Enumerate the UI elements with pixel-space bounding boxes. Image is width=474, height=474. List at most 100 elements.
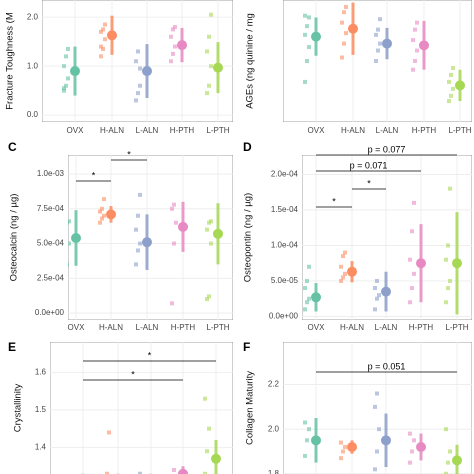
x-tick-label: H-PTH <box>409 323 434 332</box>
y-tick-label: 1.6 <box>35 368 47 377</box>
raw-point <box>303 453 307 458</box>
raw-point <box>408 460 412 465</box>
y-axis-title: Osteocalcin (ng / µg) <box>9 194 20 282</box>
raw-point <box>209 64 213 69</box>
raw-point <box>102 213 106 218</box>
raw-point <box>408 300 412 305</box>
raw-point <box>138 83 142 88</box>
mean-point <box>311 435 321 446</box>
panel <box>42 0 233 122</box>
comparison-label: * <box>131 369 135 379</box>
raw-point <box>100 216 104 221</box>
raw-point <box>374 59 378 63</box>
raw-point <box>341 275 345 280</box>
raw-point <box>305 59 309 63</box>
raw-point <box>339 456 343 461</box>
raw-point <box>98 209 102 214</box>
raw-point <box>408 257 412 262</box>
raw-point <box>376 48 380 53</box>
comparison-label: p = 0.077 <box>368 144 406 154</box>
raw-point <box>209 12 213 17</box>
raw-point <box>305 24 309 29</box>
raw-point <box>413 27 417 32</box>
raw-point <box>412 200 416 205</box>
y-tick-label: 0.0e+00 <box>35 308 65 317</box>
comparison-label: p = 0.071 <box>350 160 388 170</box>
raw-point <box>448 278 452 283</box>
raw-point <box>138 241 142 246</box>
comparison-label: p = 0.051 <box>368 361 406 371</box>
y-tick-label: 2.0e-04 <box>271 170 299 179</box>
raw-point <box>307 296 311 301</box>
mean-point <box>142 237 152 248</box>
mean-point <box>177 40 187 51</box>
raw-point <box>307 45 311 50</box>
raw-point <box>449 72 453 77</box>
y-tick-label: 1.4 <box>35 443 47 452</box>
raw-point <box>169 59 173 64</box>
raw-point <box>377 293 381 298</box>
mean-point <box>452 455 462 466</box>
mean-point <box>348 23 358 34</box>
raw-point <box>170 206 174 211</box>
raw-point <box>343 250 347 255</box>
raw-point <box>408 431 412 436</box>
y-tick-label: 0.0e+00 <box>269 312 299 321</box>
raw-point <box>134 262 138 267</box>
plot-background <box>68 155 233 320</box>
raw-point <box>410 449 414 454</box>
comparison-label: * <box>332 196 336 206</box>
mean-point <box>416 442 426 453</box>
y-tick-label: 1.5 <box>35 405 47 414</box>
y-tick-label: 5.0e-05 <box>271 276 299 285</box>
raw-point <box>305 278 309 283</box>
panel-label: F <box>243 340 250 354</box>
raw-point <box>66 76 70 81</box>
raw-point <box>62 86 66 91</box>
plot-background <box>50 342 233 474</box>
raw-point <box>339 278 343 283</box>
raw-point <box>412 271 416 276</box>
raw-point <box>207 294 211 299</box>
raw-point <box>447 79 451 84</box>
raw-point <box>342 41 346 46</box>
mean-point <box>381 435 391 446</box>
raw-point <box>375 449 379 454</box>
y-tick-label: 0.0 <box>27 110 39 119</box>
x-tick-label: L-PTH <box>448 126 471 135</box>
raw-point <box>63 230 67 234</box>
raw-point <box>64 83 68 88</box>
raw-point <box>99 29 103 34</box>
mean-point <box>142 66 152 77</box>
raw-point <box>446 243 450 248</box>
panel-label: D <box>243 140 252 154</box>
raw-point <box>172 467 176 472</box>
panel <box>283 0 472 122</box>
raw-point <box>138 192 142 197</box>
raw-point <box>101 46 105 51</box>
y-axis-title: Crystallinity <box>13 383 24 432</box>
raw-point <box>303 79 307 84</box>
raw-point <box>171 51 175 56</box>
raw-point <box>138 66 142 71</box>
raw-point <box>136 213 140 218</box>
raw-point <box>101 27 105 32</box>
y-tick-label: 1.8 <box>268 469 280 474</box>
raw-point <box>373 286 377 291</box>
raw-point <box>134 59 138 64</box>
raw-point <box>138 471 142 474</box>
raw-point <box>134 227 138 232</box>
y-tick-label: 1.0e-03 <box>37 169 65 178</box>
mean-point <box>178 221 188 232</box>
comparison-label: * <box>92 170 96 180</box>
raw-point <box>205 49 209 54</box>
raw-point <box>173 44 177 49</box>
mean-point <box>347 442 357 453</box>
raw-point <box>446 460 450 465</box>
raw-point <box>205 227 209 232</box>
x-tick-label: OVX <box>308 323 326 332</box>
raw-point <box>377 427 381 432</box>
raw-point <box>378 17 382 22</box>
mean-point <box>455 80 465 91</box>
y-axis-title: Collagen Maturity <box>245 371 256 445</box>
